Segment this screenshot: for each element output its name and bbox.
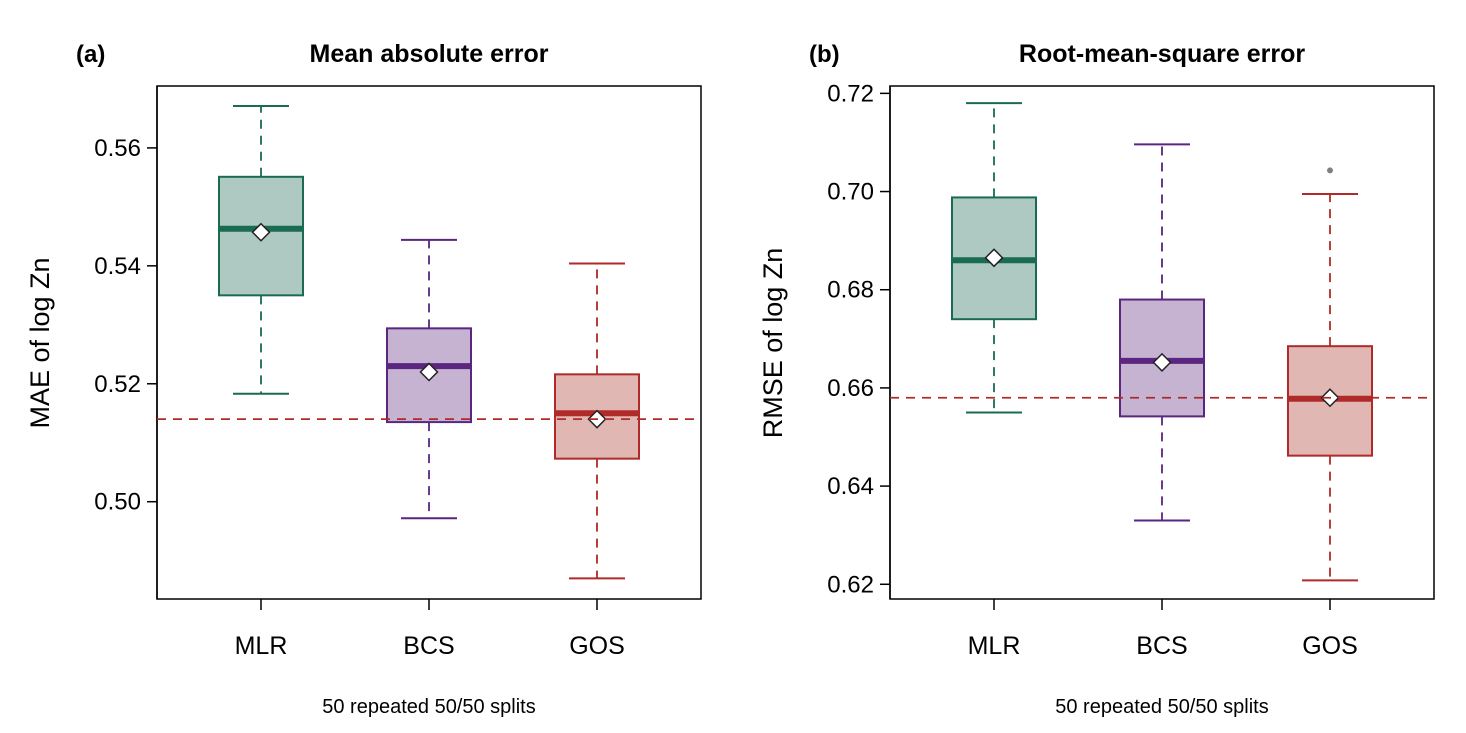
boxes xyxy=(951,102,1373,582)
x-tick-label: MLR xyxy=(235,632,288,660)
y-axis-label: RMSE of log Zn xyxy=(758,248,788,439)
box-iqr xyxy=(218,175,304,297)
x-axis-label: 50 repeated 50/50 splits xyxy=(1055,696,1269,718)
mean-marker xyxy=(419,362,439,382)
x-tick-label: GOS xyxy=(1302,632,1358,660)
mean-marker xyxy=(984,248,1004,268)
panel-label: (a) xyxy=(76,41,105,68)
y-tick-label: 0.52 xyxy=(94,371,141,398)
x-tick-label: GOS xyxy=(569,632,625,660)
x-tick-label: MLR xyxy=(968,632,1021,660)
box-mlr xyxy=(951,102,1037,414)
x-axis-label: 50 repeated 50/50 splits xyxy=(322,696,536,718)
y-axis-label: MAE of log Zn xyxy=(25,257,55,428)
mean-marker xyxy=(1152,352,1172,372)
x-ticks: MLR BCS GOS xyxy=(968,599,1358,660)
mean-marker xyxy=(251,222,271,242)
boxes xyxy=(218,105,640,580)
y-tick-label: 0.50 xyxy=(94,489,141,516)
box-gos xyxy=(1287,167,1373,582)
y-tick-label: 0.56 xyxy=(94,135,141,162)
y-tick-label: 0.54 xyxy=(94,253,141,280)
y-tick-label: 0.66 xyxy=(827,375,874,402)
y-ticks: 0.50 0.52 0.54 0.56 xyxy=(94,135,157,516)
panel-label: (b) xyxy=(809,41,840,68)
y-tick-label: 0.70 xyxy=(827,179,874,206)
y-tick-label: 0.64 xyxy=(827,473,874,500)
x-ticks: MLR BCS GOS xyxy=(235,599,625,660)
outlier-point xyxy=(1327,167,1333,174)
x-tick-label: BCS xyxy=(1136,632,1187,660)
chart-title: Root-mean-square error xyxy=(1019,40,1305,68)
y-tick-label: 0.72 xyxy=(827,80,874,107)
box-bcs xyxy=(1119,143,1205,522)
panel-mae: (a) Mean absolute error MAE of log Zn 50… xyxy=(25,40,702,718)
box-mlr xyxy=(218,105,304,395)
box-bcs xyxy=(386,238,472,520)
x-tick-label: BCS xyxy=(403,632,454,660)
y-tick-label: 0.62 xyxy=(827,571,874,598)
y-ticks: 0.62 0.64 0.66 0.68 0.70 0.72 xyxy=(827,80,890,598)
panel-rmse: (b) Root-mean-square error RMSE of log Z… xyxy=(758,40,1435,718)
y-tick-label: 0.68 xyxy=(827,277,874,304)
box-gos xyxy=(554,262,640,580)
chart-title: Mean absolute error xyxy=(310,40,549,68)
